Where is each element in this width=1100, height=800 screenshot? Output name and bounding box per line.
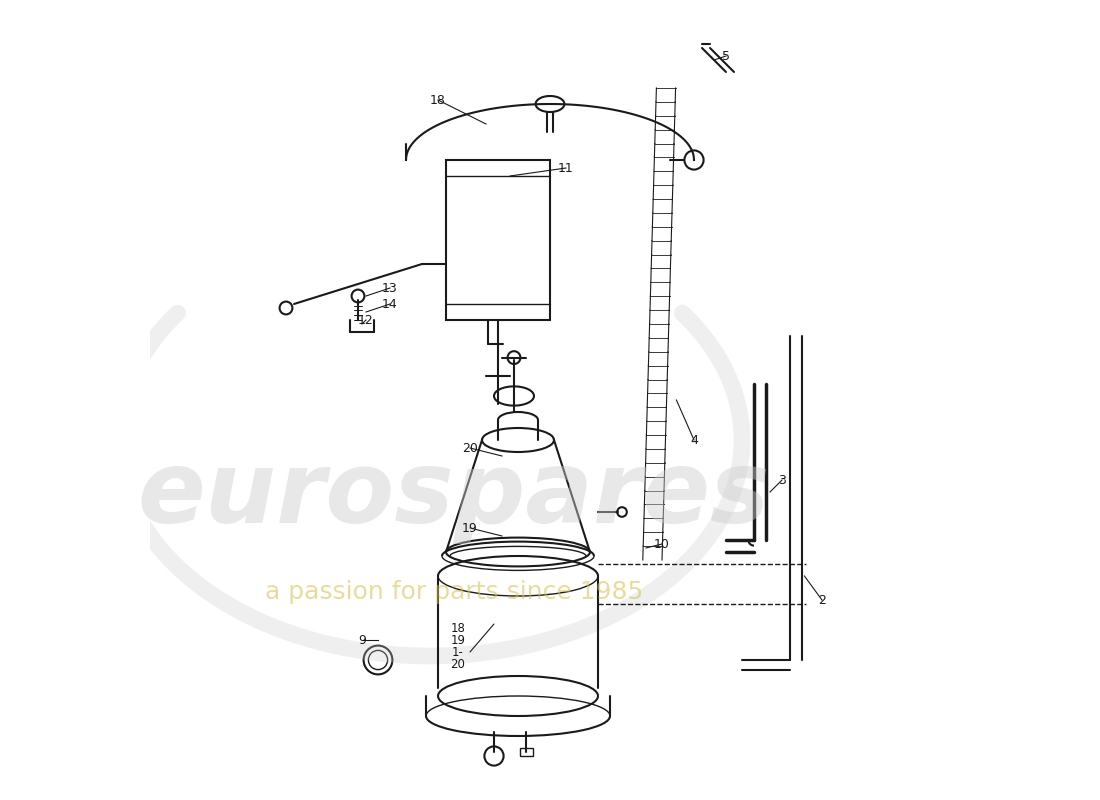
Text: 19: 19 (462, 522, 477, 534)
Text: 12: 12 (359, 314, 374, 326)
Text: 13: 13 (382, 282, 398, 294)
Text: 1-: 1- (452, 646, 464, 658)
Text: eurospares: eurospares (138, 447, 770, 545)
Text: 5: 5 (722, 50, 730, 62)
Text: 19: 19 (451, 634, 465, 646)
Text: 14: 14 (382, 298, 398, 310)
Text: 11: 11 (558, 162, 574, 174)
Circle shape (684, 150, 704, 170)
Text: 10: 10 (654, 538, 670, 550)
Circle shape (368, 650, 387, 670)
Text: 4: 4 (690, 434, 697, 446)
Circle shape (364, 646, 393, 674)
Text: a passion for parts since 1985: a passion for parts since 1985 (265, 580, 644, 604)
Text: 20: 20 (451, 658, 465, 670)
Text: 18: 18 (451, 622, 465, 634)
Circle shape (279, 302, 293, 314)
Text: 20: 20 (462, 442, 477, 454)
Text: 2: 2 (818, 594, 826, 606)
Bar (446, 160, 550, 320)
Circle shape (484, 746, 504, 766)
Text: 9: 9 (359, 634, 366, 646)
Circle shape (617, 507, 627, 517)
Bar (520, 748, 534, 756)
Text: 3: 3 (778, 474, 785, 486)
Text: 18: 18 (430, 94, 446, 106)
Circle shape (352, 290, 364, 302)
